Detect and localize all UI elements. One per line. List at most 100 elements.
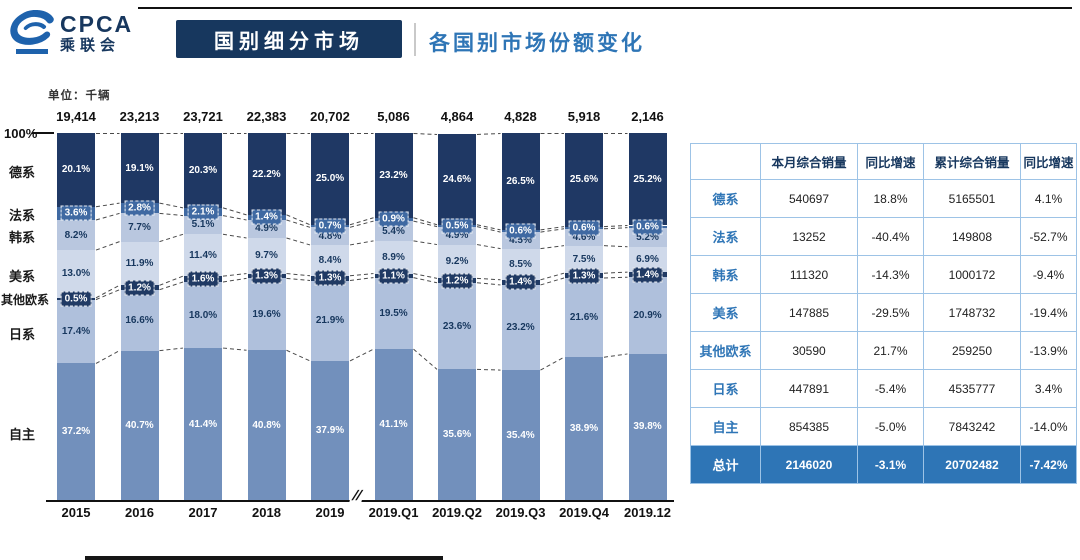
segment-label: 19.6%: [252, 308, 281, 320]
segment-label: 9.2%: [445, 255, 469, 267]
row-label-cell: 其他欧系: [690, 331, 761, 370]
table-header-cell: 同比增速: [857, 143, 924, 180]
segment-label: 20.9%: [633, 310, 662, 322]
bar-total: 4,828: [504, 109, 537, 124]
bar-segment-日系: 21.9%: [311, 280, 349, 361]
segment-label: 16.6%: [125, 314, 154, 326]
bar-segment-其他欧系: 1.3%: [565, 268, 603, 284]
segment-label: 5.1%: [191, 219, 215, 231]
logo-subtext: 乘联会: [60, 37, 121, 54]
table-cell: 7843242: [923, 407, 1021, 446]
bar-segment-日系: 20.9%: [628, 277, 667, 354]
table-cell: -13.9%: [1020, 331, 1077, 370]
segment-label: 22.2%: [252, 168, 281, 180]
bar-segment-自主: 35.6%: [438, 369, 476, 500]
x-axis-label: 2019.Q1: [368, 505, 419, 520]
bar-segment-自主: 37.9%: [311, 360, 349, 500]
series-label-韩系: 韩系: [9, 230, 36, 246]
segment-label: 6.9%: [636, 253, 659, 265]
bar-segment-德系: 22.2%: [247, 133, 286, 215]
bar-segment-日系: 19.5%: [374, 277, 413, 350]
series-label-自主: 自主: [9, 426, 36, 442]
table-cell: 447891: [760, 369, 858, 408]
segment-label: 1.2%: [441, 273, 473, 289]
segment-label: 0.6%: [568, 220, 600, 236]
segment-label: 1.4%: [251, 209, 282, 225]
table-cell: -14.0%: [1020, 407, 1077, 446]
x-axis-label: 2019.Q4: [559, 505, 609, 520]
table-cell: 147885: [760, 293, 858, 332]
bar-segment-其他欧系: 1.3%: [247, 268, 286, 284]
bar-total: 4,864: [440, 109, 474, 124]
segment-label: 0.6%: [632, 219, 663, 235]
segment-label: 19.1%: [125, 162, 154, 174]
segment-label: 3.6%: [60, 205, 92, 221]
page-title: 各国别市场份额变化: [429, 32, 645, 55]
segment-label: 0.7%: [314, 218, 346, 234]
bar-segment-德系: 20.3%: [184, 133, 222, 208]
y-axis-max-label: 100%: [4, 126, 38, 141]
bar-segment-自主: 39.8%: [628, 353, 667, 500]
cpca-logo: CPCA 乘联会: [8, 10, 133, 56]
bar-total: 22,383: [246, 109, 287, 124]
table-cell: 259250: [923, 331, 1021, 370]
bar-segment-美系: 11.4%: [184, 234, 222, 277]
x-axis-label: 2018: [252, 505, 281, 520]
segment-label: 9.7%: [255, 250, 278, 262]
segment-label: 0.9%: [378, 211, 409, 227]
bottom-bar: [85, 556, 443, 560]
share-table: 本月综合销量 同比增速 累计综合销量 同比增速 德系 540697 18.8% 5165501…: [690, 143, 1077, 484]
segment-label: 25.6%: [569, 174, 599, 186]
top-rule: [138, 7, 1072, 9]
table-cell: 20702482: [923, 445, 1021, 484]
bar-segment-法系: 0.7%: [311, 218, 349, 234]
bar-segment-美系: 9.7%: [247, 237, 286, 274]
segment-label: 11.9%: [125, 257, 154, 269]
bar-segment-法系: 2.8%: [120, 200, 159, 216]
table-cell: -5.4%: [857, 369, 924, 408]
bar-segment-法系: 0.6%: [501, 223, 540, 239]
segment-label: 21.9%: [315, 315, 345, 327]
segment-label: 23.2%: [506, 322, 535, 334]
bar-segment-美系: 11.9%: [120, 241, 159, 286]
segment-label: 20.3%: [188, 165, 218, 177]
table-cell: 4535777: [923, 369, 1021, 408]
segment-label: 4.5%: [509, 234, 532, 246]
bar-segment-德系: 26.5%: [501, 132, 540, 230]
logo-text: CPCA: [60, 11, 134, 37]
stacked-bar-2015: 37.2% 17.4% 0.5% 13.0% 8.2% 3.6% 20.1%: [57, 133, 95, 500]
table-row: 法系 13252 -40.4% 149808 -52.7%: [690, 217, 1077, 256]
segment-label: 26.5%: [506, 175, 535, 187]
segment-label: 4.9%: [255, 223, 278, 235]
segment-label: 35.6%: [442, 429, 472, 441]
segment-label: 1.6%: [187, 271, 219, 287]
bar-segment-德系: 20.1%: [57, 133, 95, 207]
bar-segment-美系: 13.0%: [57, 250, 95, 298]
table-cell: -40.4%: [857, 217, 924, 256]
table-row: 德系 540697 18.8% 5165501 4.1%: [690, 179, 1077, 218]
table-row: 其他欧系 30590 21.7% 259250 -13.9%: [690, 331, 1077, 370]
title-divider: [414, 23, 416, 56]
bar-segment-法系: 0.6%: [565, 220, 603, 236]
x-axis-label: 2019.Q3: [495, 505, 546, 520]
table-cell: 854385: [760, 407, 858, 446]
segment-label: 41.4%: [188, 418, 218, 430]
stacked-bar-2017: 41.4% 18.0% 1.6% 11.4% 5.1% 2.1% 20.3%: [184, 133, 222, 500]
row-label-cell: 自主: [690, 407, 761, 446]
stacked-bar-2019.Q3: 35.4% 23.2% 1.4% 8.5% 4.5% 0.6% 26.5%: [501, 132, 540, 500]
segment-label: 38.9%: [569, 423, 599, 435]
stacked-bar-2019.Q4: 38.9% 21.6% 1.3% 7.5% 4.6% 0.6% 25.6%: [565, 132, 603, 500]
table-cell: 3.4%: [1020, 369, 1077, 408]
bar-segment-自主: 41.1%: [374, 349, 413, 500]
stacked-bar-2019.Q1: 41.1% 19.5% 1.1% 8.9% 5.4% 0.9% 23.2%: [374, 132, 413, 500]
bar-segment-日系: 21.6%: [565, 277, 603, 358]
segment-label: 25.0%: [315, 173, 345, 185]
section-badge: 国别细分市场: [176, 20, 402, 58]
table-cell: 540697: [760, 179, 858, 218]
segment-label: 39.8%: [633, 421, 662, 433]
x-axis-label: 2017: [188, 505, 218, 520]
table-header-row: 本月综合销量 同比增速 累计综合销量 同比增速: [690, 143, 1077, 180]
bar-segment-法系: 0.6%: [628, 219, 667, 235]
segment-label: 35.4%: [506, 429, 535, 441]
